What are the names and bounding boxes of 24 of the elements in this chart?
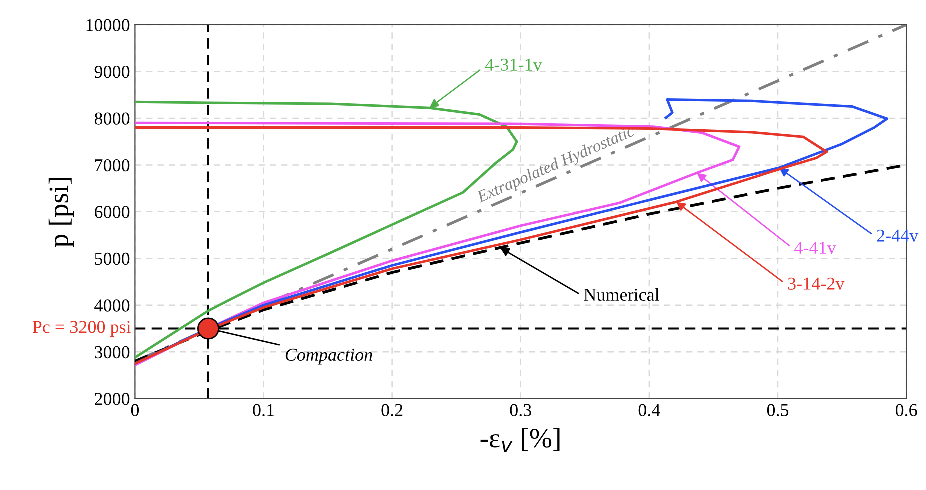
text: Pc = 3200 psi xyxy=(32,321,131,337)
x-tick-label: 0.5 xyxy=(767,404,789,417)
y-tick-label: 8000 xyxy=(94,112,130,125)
x-tick-label: 0.1 xyxy=(253,404,274,417)
y-tick-label: 6000 xyxy=(95,206,130,218)
text: 3-14-2v xyxy=(788,278,845,290)
text: 4-31-1v xyxy=(486,58,542,72)
y-tick-label: 3000 xyxy=(95,346,130,359)
x-tick-label: 0.6 xyxy=(896,404,918,417)
y-tick-label: 4000 xyxy=(94,300,130,312)
x-axis-title: -ε$_{v}$ [%] xyxy=(480,428,560,452)
x-tick-label: 0 xyxy=(131,404,140,416)
x-tick-label: 0.3 xyxy=(510,404,532,417)
y-axis-title: p [psi] xyxy=(48,178,74,248)
x-tick-label: 0.4 xyxy=(638,404,660,417)
y-tick-label: 7000 xyxy=(95,159,130,172)
text: Numerical xyxy=(584,288,660,302)
y-tick-label: 2000 xyxy=(95,393,130,406)
y-tick-label: 9000 xyxy=(94,66,130,78)
y-tick-label: 5000 xyxy=(95,252,130,266)
x-tick-label: 0.2 xyxy=(382,404,403,417)
annotation: Compaction xyxy=(286,348,372,365)
text: 4-41v xyxy=(794,242,836,254)
y-tick-label: 10000 xyxy=(86,19,130,32)
